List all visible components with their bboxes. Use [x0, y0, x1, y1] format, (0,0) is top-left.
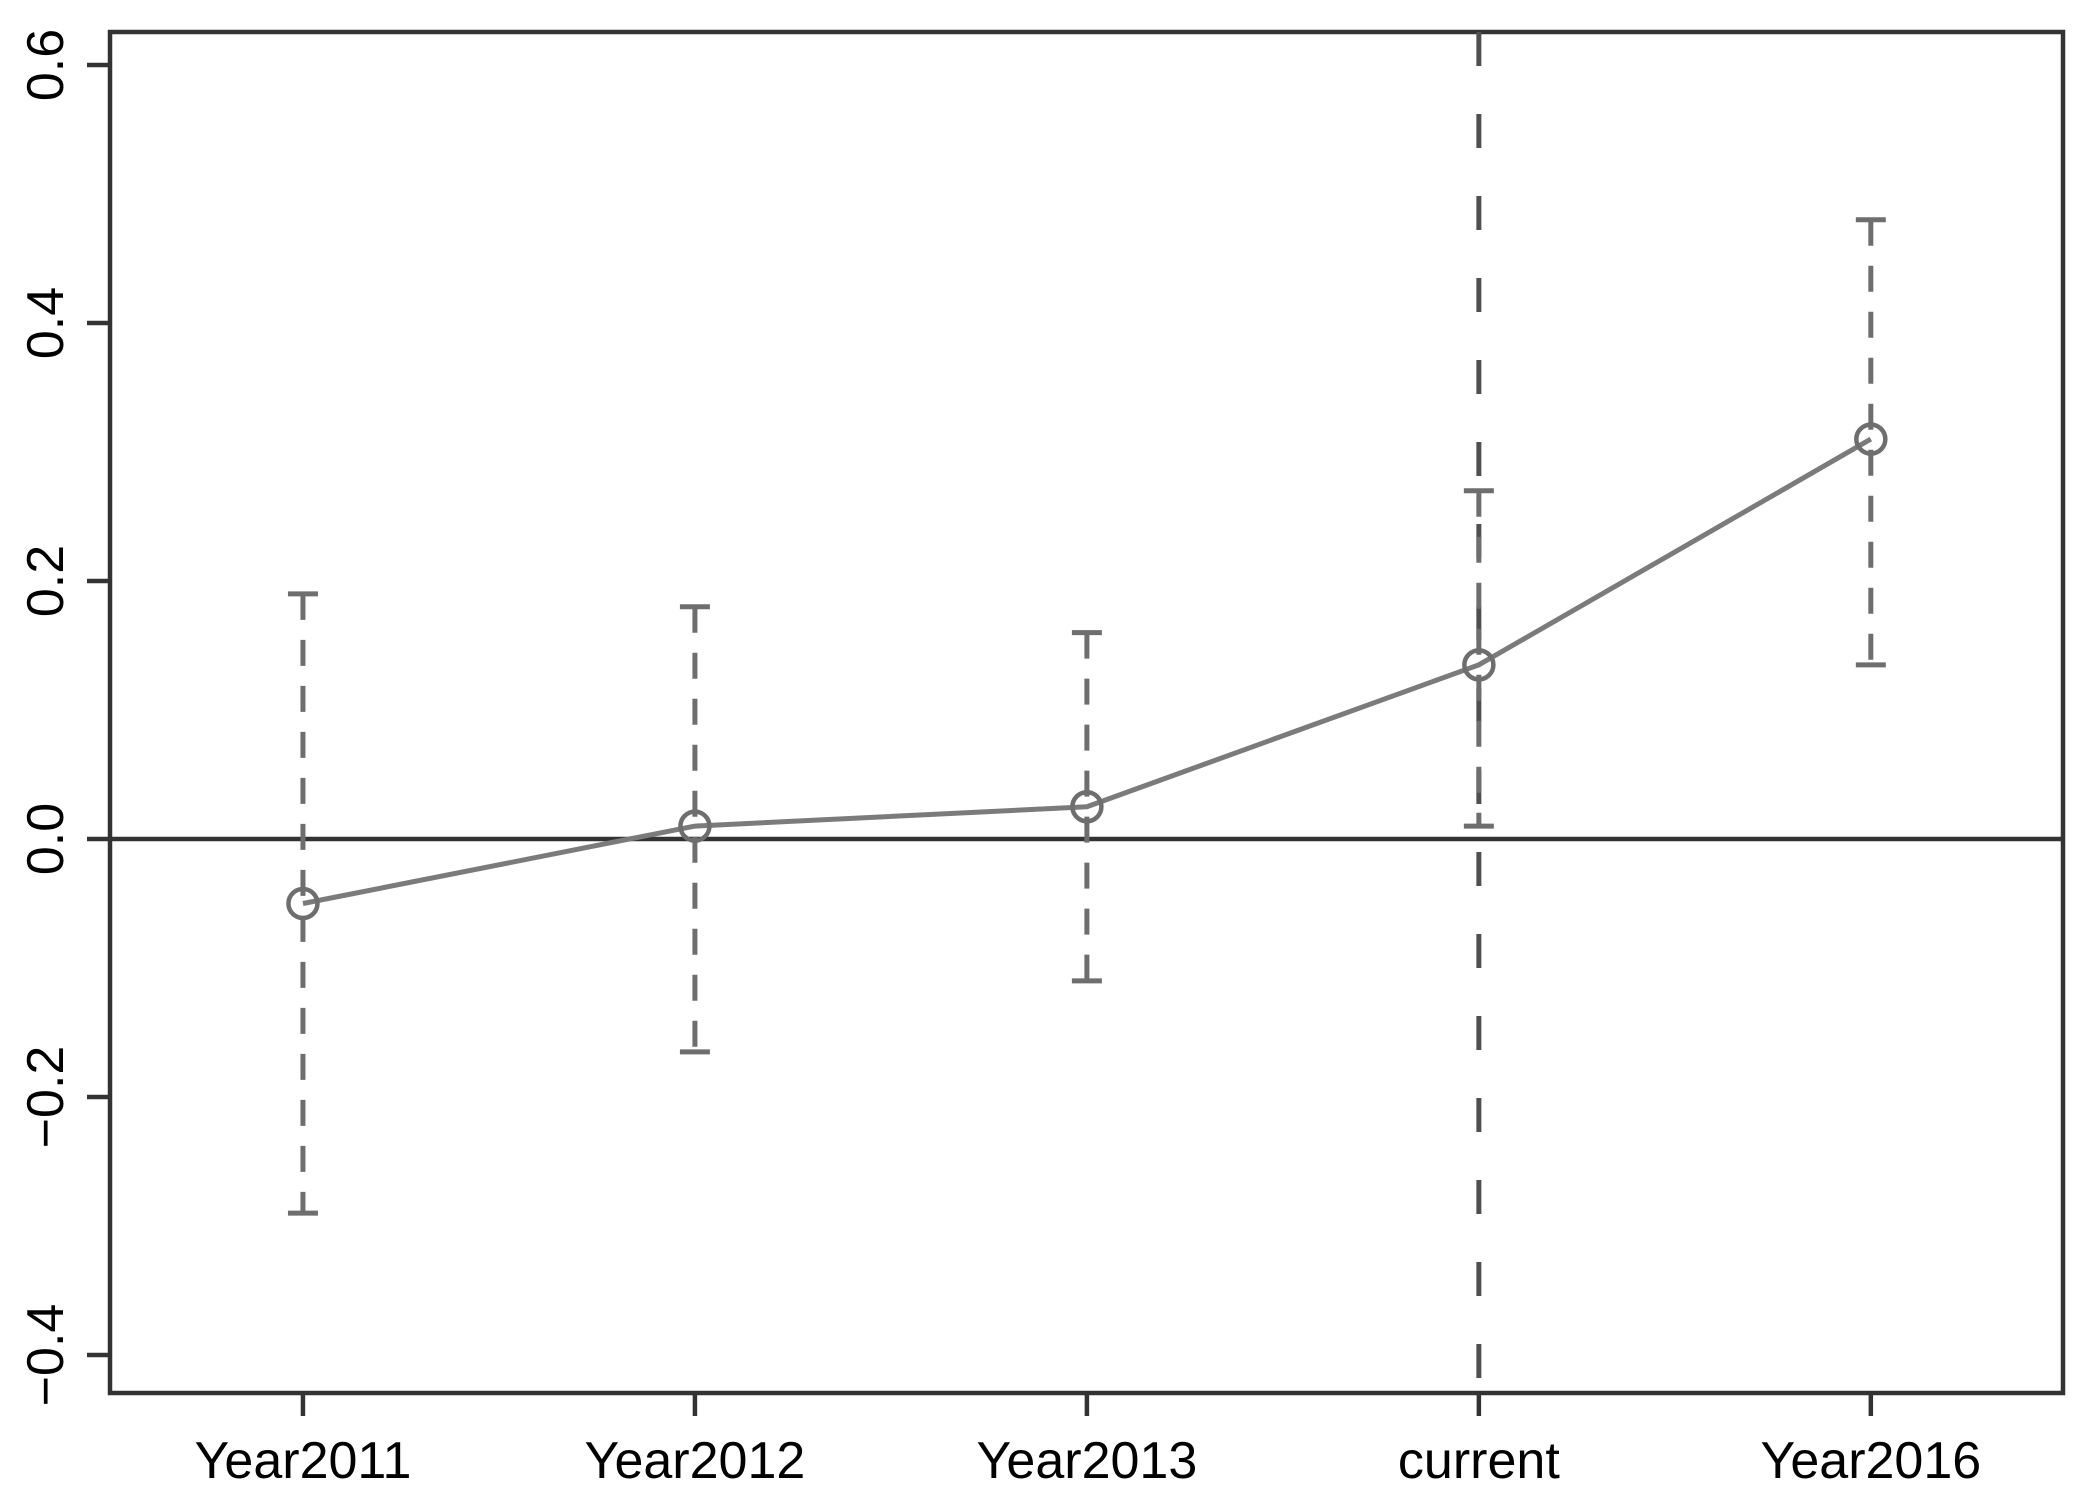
y-axis-tick-label: −0.4 [17, 1304, 75, 1407]
y-axis-tick-label: 0.2 [17, 545, 75, 617]
data-point-marker [286, 886, 320, 921]
y-axis-tick-label: 0.4 [17, 287, 75, 359]
x-axis-tick-label: current [1398, 1432, 1560, 1490]
x-axis-tick-label: Year2016 [1760, 1432, 1981, 1490]
data-point-marker [1462, 648, 1496, 682]
data-point-marker [678, 809, 712, 843]
x-axis-tick-label: Year2013 [977, 1432, 1198, 1490]
y-axis-tick-label: −0.2 [17, 1046, 75, 1149]
x-axis-tick-label: Year2011 [195, 1432, 412, 1490]
trend-line [302, 436, 1873, 906]
x-axis-tick-label: Year2012 [585, 1432, 806, 1490]
data-point-marker [1070, 790, 1104, 824]
y-axis-tick-label: 0.6 [17, 29, 75, 101]
y-axis-tick-label: 0.0 [17, 803, 75, 875]
plot-border [107, 29, 2066, 1396]
data-point-marker [1854, 422, 1888, 456]
